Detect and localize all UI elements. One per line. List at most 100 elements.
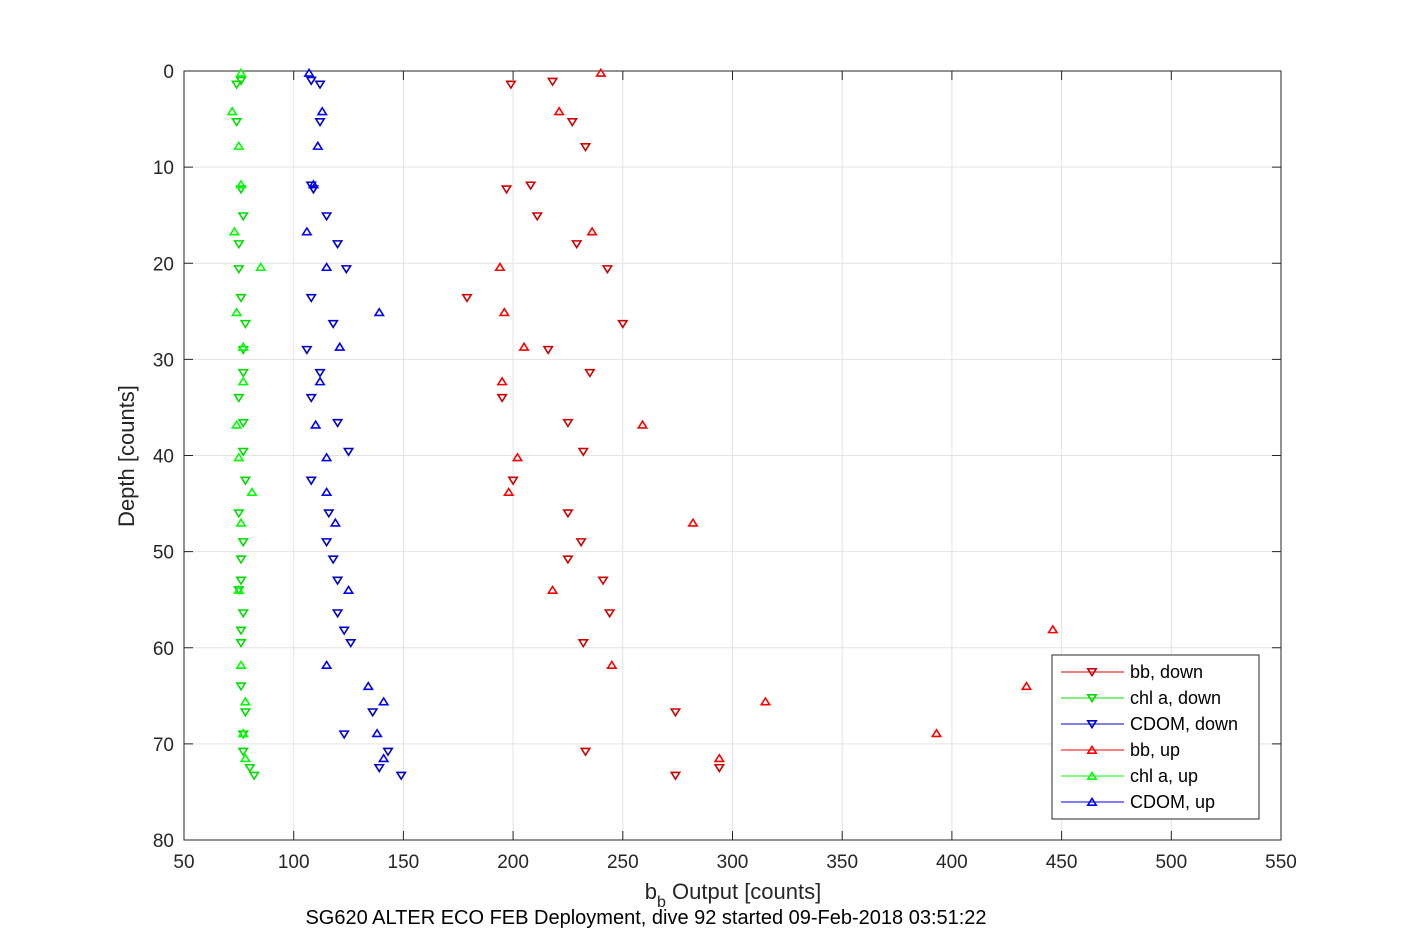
legend-entries: bb, down chl a, down CDOM, down bb, up chl a… — [1061, 662, 1238, 812]
data-point — [586, 226, 598, 236]
data-point — [244, 763, 256, 773]
data-point — [320, 452, 333, 462]
data-point — [255, 262, 267, 272]
data-point — [248, 771, 260, 781]
data-point — [314, 376, 326, 386]
data-point — [579, 747, 592, 757]
data-point — [669, 771, 682, 781]
data-point — [235, 576, 247, 586]
data-point — [237, 747, 249, 757]
data-point — [237, 368, 249, 378]
data-point — [373, 763, 385, 773]
data-point — [546, 584, 559, 595]
data-point — [237, 728, 249, 738]
data-point — [542, 345, 554, 355]
data-point — [338, 626, 350, 636]
data-point — [239, 319, 252, 329]
data-point — [577, 447, 589, 457]
y-tick-label: 30 — [153, 350, 174, 371]
data-point — [303, 67, 315, 77]
data-point — [505, 80, 517, 90]
data-point — [301, 226, 313, 236]
data-point — [231, 419, 243, 429]
data-point — [314, 368, 326, 378]
legend-label: chl a, up — [1130, 766, 1198, 786]
data-point — [331, 609, 344, 619]
data-point — [307, 185, 320, 195]
data-point — [603, 609, 616, 619]
data-point — [334, 341, 346, 351]
series-bb-down — [461, 77, 725, 781]
data-point — [461, 293, 473, 303]
axis-ticks: 50 100 150 200 250 300 350 400 450 500 550 0 10 20 30 4… — [153, 62, 1297, 873]
data-point — [579, 142, 592, 153]
data-point — [237, 609, 249, 619]
data-point — [511, 452, 524, 462]
data-point — [371, 728, 383, 738]
data-point — [235, 517, 247, 527]
data-point — [597, 576, 609, 586]
data-point — [239, 708, 252, 718]
data-point — [233, 584, 245, 595]
x-tick-label: 300 — [717, 852, 749, 873]
data-point — [518, 341, 530, 351]
data-point — [669, 708, 682, 718]
legend-label: bb, down — [1130, 662, 1203, 682]
data-point — [595, 67, 607, 77]
legend-label: chl a, down — [1130, 688, 1221, 708]
series-cdom-up — [301, 67, 390, 763]
data-point — [342, 584, 355, 595]
data-point — [373, 307, 385, 317]
series-cdom-down — [301, 76, 407, 781]
y-tick-label: 20 — [153, 254, 174, 275]
x-tick-label: 450 — [1046, 852, 1078, 873]
data-marks — [226, 67, 1059, 781]
data-point — [312, 140, 324, 150]
data-point — [553, 106, 565, 116]
data-point — [562, 418, 574, 428]
data-point — [367, 708, 379, 718]
data-point — [636, 419, 649, 429]
data-point — [713, 753, 725, 763]
data-point — [571, 240, 583, 250]
dive-caption: SG620 ALTER ECO FEB Deployment, dive 92 … — [305, 907, 986, 929]
data-point — [237, 376, 249, 386]
y-tick-label: 0 — [163, 62, 174, 83]
x-tick-label: 200 — [497, 852, 529, 873]
data-point — [305, 76, 317, 86]
data-point — [1020, 681, 1033, 691]
data-point — [503, 486, 515, 496]
data-point — [305, 476, 317, 486]
data-point — [496, 393, 508, 403]
series-bb-up — [494, 67, 1059, 763]
data-point — [235, 682, 247, 692]
data-point — [500, 185, 513, 195]
data-point — [320, 212, 333, 222]
data-point — [531, 212, 543, 222]
data-point — [606, 659, 618, 670]
data-point — [237, 447, 249, 457]
data-point — [314, 117, 326, 128]
data-point — [239, 696, 252, 706]
data-point — [309, 419, 322, 429]
data-point — [345, 638, 357, 649]
data-point — [601, 265, 614, 275]
data-point — [235, 185, 247, 195]
legend-label: bb, up — [1130, 740, 1180, 760]
data-point — [562, 555, 574, 565]
data-point — [687, 517, 699, 527]
data-point — [235, 638, 247, 649]
data-point — [235, 67, 247, 77]
x-tick-label: 550 — [1265, 852, 1297, 873]
data-point — [562, 509, 574, 519]
data-point — [305, 293, 317, 303]
x-tick-label: 150 — [388, 852, 420, 873]
x-tick-label: 100 — [278, 852, 310, 873]
legend-marker — [1086, 796, 1098, 806]
data-point — [323, 509, 335, 519]
data-point — [233, 140, 245, 150]
series-chl-a-up — [226, 67, 267, 763]
data-point — [233, 265, 245, 275]
data-point — [320, 538, 333, 548]
data-point — [301, 345, 313, 355]
